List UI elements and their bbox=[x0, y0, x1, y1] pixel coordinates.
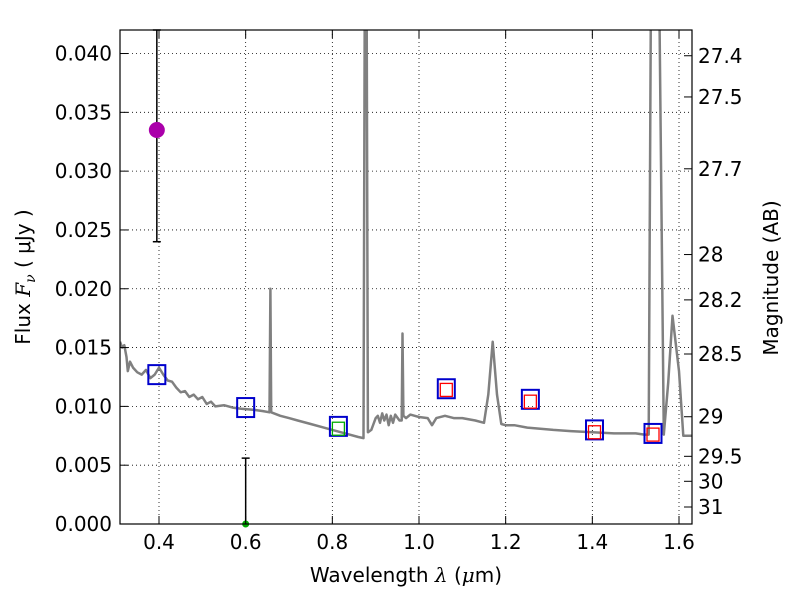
plot-frame bbox=[119, 29, 693, 525]
y2-tick-label: 28 bbox=[698, 243, 723, 267]
x-tick-label: 1.6 bbox=[663, 530, 695, 554]
y2-tick-label: 31 bbox=[698, 495, 723, 519]
observed-photometry-marker bbox=[436, 378, 456, 400]
y-tick-label: 0.015 bbox=[55, 336, 112, 360]
detection-point bbox=[148, 121, 165, 138]
y2-axis-label: Magnitude (AB) bbox=[759, 200, 783, 355]
x-tick-label: 0.8 bbox=[316, 530, 348, 554]
x-axis-ticks: 0.4 0.6 0.8 1.0 1.2 1.4 1.6 bbox=[143, 30, 695, 554]
model-photometry-marker bbox=[646, 427, 660, 442]
y-axis-label: Flux Fν ( μJy ) bbox=[11, 209, 39, 344]
y2-tick-label: 29.5 bbox=[698, 444, 743, 468]
observed-photometry-marker bbox=[147, 364, 167, 386]
x-tick-label: 1.0 bbox=[403, 530, 435, 554]
x-axis-label: Wavelength λ (μm) bbox=[310, 563, 502, 587]
y-axis-ticks: 0.000 0.005 0.010 0.015 0.020 0.025 0.030 0.035… bbox=[55, 42, 128, 536]
x-tick-label: 1.2 bbox=[490, 530, 522, 554]
y2-tick-label: 30 bbox=[698, 469, 723, 493]
y-tick-label: 0.000 bbox=[55, 512, 112, 536]
y2-tick-label: 28.2 bbox=[698, 288, 743, 312]
observed-photometry-marker bbox=[643, 422, 663, 444]
y2-tick-label: 27.4 bbox=[698, 44, 743, 68]
model-photometry-marker-green bbox=[331, 421, 346, 436]
model-spectrum-line bbox=[120, 30, 692, 440]
y2-tick-label: 29 bbox=[698, 405, 723, 429]
model-photometry-marker bbox=[587, 425, 602, 440]
y2-tick-label: 27.7 bbox=[698, 157, 743, 181]
y-tick-label: 0.030 bbox=[55, 159, 112, 183]
y-tick-label: 0.010 bbox=[55, 394, 112, 418]
x-tick-label: 0.6 bbox=[230, 530, 262, 554]
y-tick-label: 0.020 bbox=[55, 277, 112, 301]
grid-lines bbox=[120, 30, 692, 525]
observed-photometry-marker bbox=[236, 397, 256, 419]
y2-tick-label: 27.5 bbox=[698, 85, 743, 109]
model-photometry-marker bbox=[523, 394, 538, 409]
spectrum-layer bbox=[120, 30, 692, 440]
points-layer bbox=[147, 29, 663, 528]
y2-tick-label: 28.5 bbox=[698, 342, 743, 366]
y-tick-label: 0.040 bbox=[55, 42, 112, 66]
y-tick-label: 0.025 bbox=[55, 218, 112, 242]
model-photometry-marker bbox=[439, 382, 453, 398]
x-tick-label: 0.4 bbox=[143, 530, 175, 554]
x-tick-label: 1.4 bbox=[576, 530, 608, 554]
y-tick-label: 0.035 bbox=[55, 100, 112, 124]
y-tick-label: 0.005 bbox=[55, 453, 112, 477]
